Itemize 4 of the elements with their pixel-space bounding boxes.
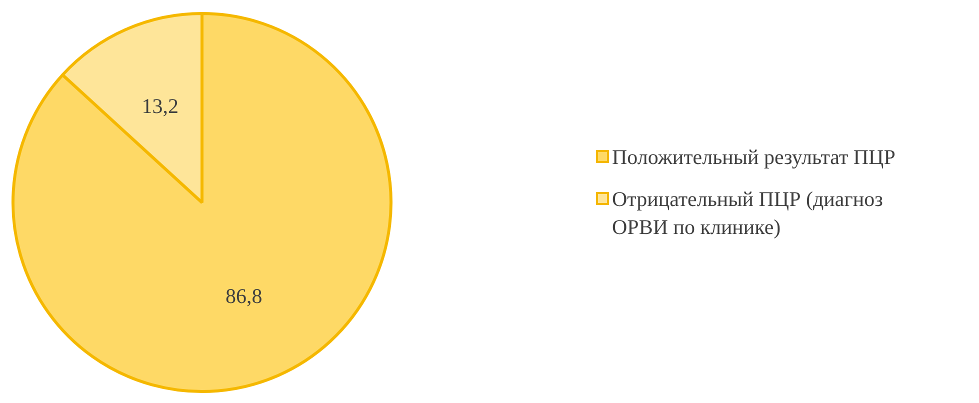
legend-label: Отрицательный ПЦР (диагноз ОРВИ по клинике) <box>612 186 884 241</box>
legend-label: Положительный результат ПЦР <box>612 144 896 171</box>
data-label: 86,8 <box>226 284 262 308</box>
data-label: 13,2 <box>142 94 178 118</box>
